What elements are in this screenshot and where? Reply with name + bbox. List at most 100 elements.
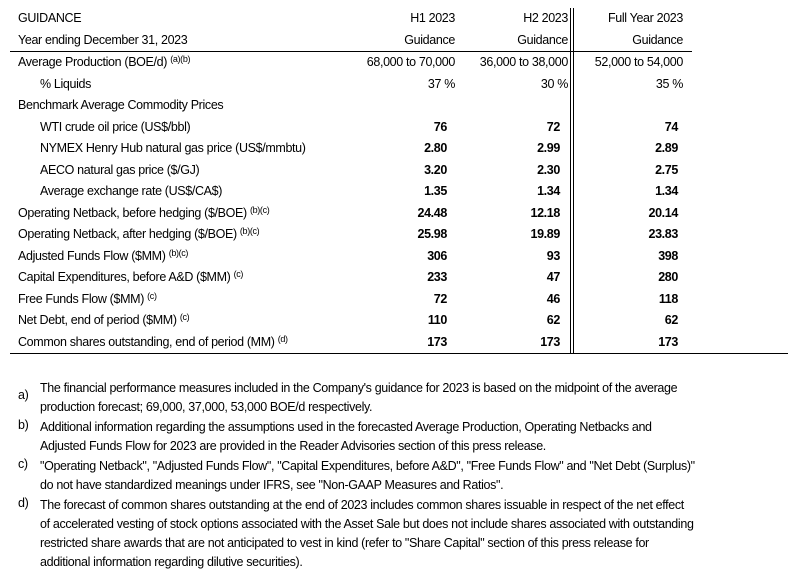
row-label: AECO natural gas price ($/GJ) xyxy=(40,160,200,182)
footnote-ref: (b)(c) xyxy=(239,226,260,236)
header-row-2: Year ending December 31, 2023 Guidance G… xyxy=(10,30,788,52)
value-full-year: 173 xyxy=(658,334,678,349)
value-h2: 36,000 to 38,000 xyxy=(479,55,569,69)
value-h1: 173 xyxy=(427,334,447,349)
footnote-ref: (b)(c) xyxy=(168,247,189,258)
footnote-d: d) The forecast of common shares outstand… xyxy=(18,496,798,572)
value-h2: 19.89 xyxy=(530,227,560,241)
footnote-letter: d) xyxy=(18,496,29,510)
value-h2: 47 xyxy=(546,270,561,284)
guidance-table: GUIDANCE H1 2023 H2 2023 Full Year 2023 … xyxy=(10,8,788,353)
footnote-letter: a) xyxy=(18,388,29,402)
footnote-text-line: additional information regarding dilutiv… xyxy=(40,555,303,569)
row-label: Net Debt, end of period ($MM) (c) xyxy=(18,310,190,333)
row-label-text: Common shares outstanding, end of period… xyxy=(18,334,275,349)
row-label: Free Funds Flow ($MM) (c) xyxy=(18,289,157,312)
row-label-text: NYMEX Henry Hub natural gas price (US$/m… xyxy=(40,141,306,155)
col-fy-label: Guidance xyxy=(632,32,683,47)
row-label-text: Average Production (BOE/d) xyxy=(18,55,168,69)
footnote-ref: (c) xyxy=(233,269,244,279)
footnote-ref: (c) xyxy=(179,312,190,322)
row-label: Adjusted Funds Flow ($MM) (b)(c) xyxy=(18,246,188,269)
footnote-ref: (a)(b) xyxy=(170,54,191,64)
table-row: Free Funds Flow ($MM) (c) 72 46 118 xyxy=(10,289,788,311)
footnote-letter: b) xyxy=(18,418,29,432)
row-label-text: Average exchange rate (US$/CA$) xyxy=(40,184,223,198)
value-h1: 110 xyxy=(427,313,447,327)
table-row: WTI crude oil price (US$/bbl) 76 72 74 xyxy=(10,117,788,139)
value-h2: 2.30 xyxy=(537,162,560,177)
row-label-text: Capital Expenditures, before A&D ($MM) xyxy=(18,270,231,284)
row-label-text: Operating Netback, after hedging ($/BOE) xyxy=(18,227,237,241)
value-h1: 1.35 xyxy=(424,184,447,198)
footnote-ref: (b)(c) xyxy=(249,204,270,215)
table-title: GUIDANCE xyxy=(18,11,82,25)
value-full-year: 20.14 xyxy=(648,205,678,220)
value-full-year: 1.34 xyxy=(655,184,678,198)
footnote-ref: (d) xyxy=(277,333,288,344)
value-full-year: 62 xyxy=(664,313,679,327)
col-fy-period: Full Year 2023 xyxy=(607,11,683,25)
value-h1: 24.48 xyxy=(417,205,447,220)
column-double-divider xyxy=(570,8,574,354)
row-label: Capital Expenditures, before A&D ($MM) (… xyxy=(18,267,243,290)
footnote-a: a) The financial performance measures inc… xyxy=(18,379,798,417)
table-row: Operating Netback, before hedging ($/BOE… xyxy=(10,203,788,225)
footnote-c: c) "Operating Netback", "Adjusted Funds F… xyxy=(18,457,798,495)
row-label: Operating Netback, after hedging ($/BOE)… xyxy=(18,224,260,247)
header-rule xyxy=(10,51,692,52)
row-label-text: WTI crude oil price (US$/bbl) xyxy=(40,119,191,134)
value-full-year: 52,000 to 54,000 xyxy=(594,55,684,69)
row-label: Average Production (BOE/d) (a)(b) xyxy=(18,52,190,75)
value-h2: 30 % xyxy=(540,76,568,91)
footnote-text-line: Additional information regarding the ass… xyxy=(40,420,652,434)
value-h1: 233 xyxy=(427,270,447,284)
row-label: Average exchange rate (US$/CA$) xyxy=(40,181,222,203)
value-h2: 173 xyxy=(540,334,560,349)
row-label-text: Adjusted Funds Flow ($MM) xyxy=(18,248,166,263)
table-row: Average Production (BOE/d) (a)(b) 68,000 … xyxy=(10,52,788,74)
col-h1-period: H1 2023 xyxy=(410,11,455,25)
col-h2-label: Guidance xyxy=(517,32,568,47)
value-h1: 25.98 xyxy=(417,227,447,241)
footnote-text-line: The forecast of common shares outstandin… xyxy=(40,498,684,512)
value-h2: 46 xyxy=(546,291,561,306)
footnote-ref: (c) xyxy=(147,290,157,301)
value-h1: 306 xyxy=(427,248,447,263)
footnote-text-line: do not have standardized meanings under … xyxy=(40,478,504,492)
value-full-year: 118 xyxy=(658,291,678,306)
value-full-year: 280 xyxy=(658,270,678,284)
value-full-year: 35 % xyxy=(655,76,683,91)
row-label: WTI crude oil price (US$/bbl) xyxy=(40,117,191,139)
table-row: Average exchange rate (US$/CA$) 1.35 1.34 1… xyxy=(10,181,788,203)
value-h1: 3.20 xyxy=(424,162,447,177)
value-h2: 2.99 xyxy=(537,141,560,155)
value-h2: 12.18 xyxy=(530,205,560,220)
footnote-text-line: restricted share awards that are not ant… xyxy=(40,536,649,550)
value-full-year: 23.83 xyxy=(648,227,678,241)
value-h1: 68,000 to 70,000 xyxy=(366,55,456,69)
header-row-1: GUIDANCE H1 2023 H2 2023 Full Year 2023 xyxy=(10,8,788,30)
footnote-b: b) Additional information regarding the a… xyxy=(18,418,798,456)
row-label: NYMEX Henry Hub natural gas price (US$/m… xyxy=(40,138,306,160)
table-row: NYMEX Henry Hub natural gas price (US$/m… xyxy=(10,138,788,160)
row-label-text: AECO natural gas price ($/GJ) xyxy=(40,162,200,177)
table-row: Net Debt, end of period ($MM) (c) 110 62 62 xyxy=(10,310,788,332)
col-h1-label: Guidance xyxy=(404,32,455,47)
footnote-letter: c) xyxy=(18,457,28,471)
footnotes: a) The financial performance measures inc… xyxy=(18,379,798,573)
value-h2: 62 xyxy=(546,313,561,327)
footnote-text-line: The financial performance measures inclu… xyxy=(40,381,678,395)
value-h1: 76 xyxy=(433,119,448,134)
footnote-text-line: of accelerated vesting of stock options … xyxy=(40,517,694,531)
table-row: Benchmark Average Commodity Prices xyxy=(10,95,788,117)
value-h1: 37 % xyxy=(427,76,455,91)
table-subtitle: Year ending December 31, 2023 xyxy=(18,32,188,47)
row-label-text: % Liquids xyxy=(40,76,92,91)
col-h2-period: H2 2023 xyxy=(523,11,568,25)
value-h1: 72 xyxy=(433,291,448,306)
table-row: Capital Expenditures, before A&D ($MM) (… xyxy=(10,267,788,289)
row-label-text: Free Funds Flow ($MM) xyxy=(18,291,145,306)
value-h2: 72 xyxy=(546,119,561,134)
footnote-text-line: Adjusted Funds Flow for 2023 are provide… xyxy=(40,439,546,453)
